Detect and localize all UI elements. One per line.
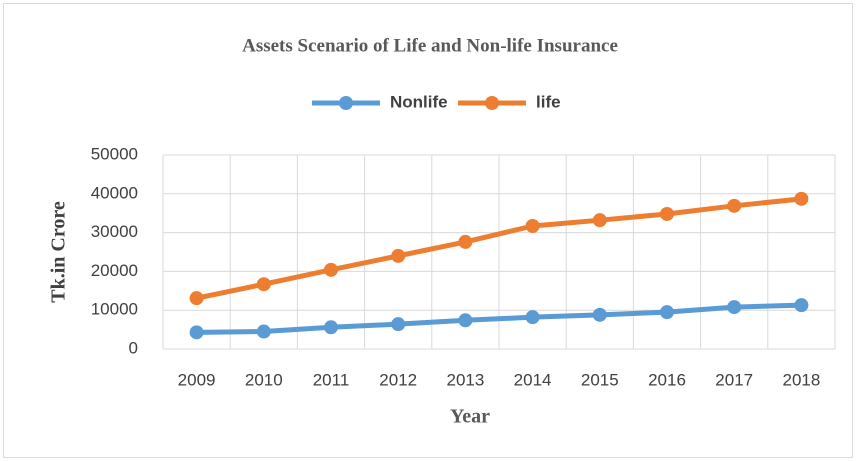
data-point <box>189 291 204 306</box>
data-point <box>256 324 271 339</box>
data-point <box>324 320 338 335</box>
data-point <box>794 298 809 313</box>
data-point <box>324 262 338 277</box>
data-point <box>660 305 674 320</box>
y-tick-label: 50000 <box>91 144 138 163</box>
x-tick-label: 2010 <box>245 370 283 389</box>
x-tick-label: 2013 <box>446 370 484 389</box>
y-tick-label: 0 <box>129 338 138 357</box>
data-point <box>189 325 204 340</box>
data-point <box>592 307 607 322</box>
y-tick-label: 40000 <box>91 183 138 202</box>
x-tick-label: 2017 <box>715 370 753 389</box>
data-point <box>525 219 540 234</box>
data-point <box>727 300 742 315</box>
y-tick-label: 20000 <box>91 261 138 280</box>
series-line <box>196 196 802 301</box>
y-axis-label: Tk.in Crore <box>48 201 70 303</box>
chart-title: Assets Scenario of Life and Non-life Ins… <box>242 35 618 56</box>
legend-marker <box>339 96 353 110</box>
legend-marker <box>485 96 499 110</box>
legend-label: Nonlife <box>390 92 448 111</box>
data-point <box>727 198 742 213</box>
x-tick-label: 2016 <box>648 370 686 389</box>
y-tick-label: 10000 <box>91 300 138 319</box>
data-point <box>458 313 473 328</box>
data-point <box>525 310 540 325</box>
x-tick-label: 2011 <box>313 370 350 389</box>
data-point <box>256 277 271 292</box>
data-point <box>458 234 473 249</box>
data-point <box>660 206 674 221</box>
data-point <box>592 213 607 228</box>
data-point <box>391 317 406 332</box>
x-tick-label: 2009 <box>178 370 216 389</box>
x-axis-label: Year <box>450 406 490 428</box>
chart-border <box>3 3 853 458</box>
data-point <box>794 191 809 206</box>
x-tick-label: 2014 <box>514 370 552 389</box>
x-tick-label: 2018 <box>782 370 820 389</box>
x-tick-label: 2012 <box>379 370 417 389</box>
data-point <box>391 248 406 263</box>
y-tick-label: 30000 <box>91 222 138 241</box>
series-line <box>196 302 802 335</box>
x-tick-label: 2015 <box>581 370 619 389</box>
legend-label: life <box>536 92 561 111</box>
